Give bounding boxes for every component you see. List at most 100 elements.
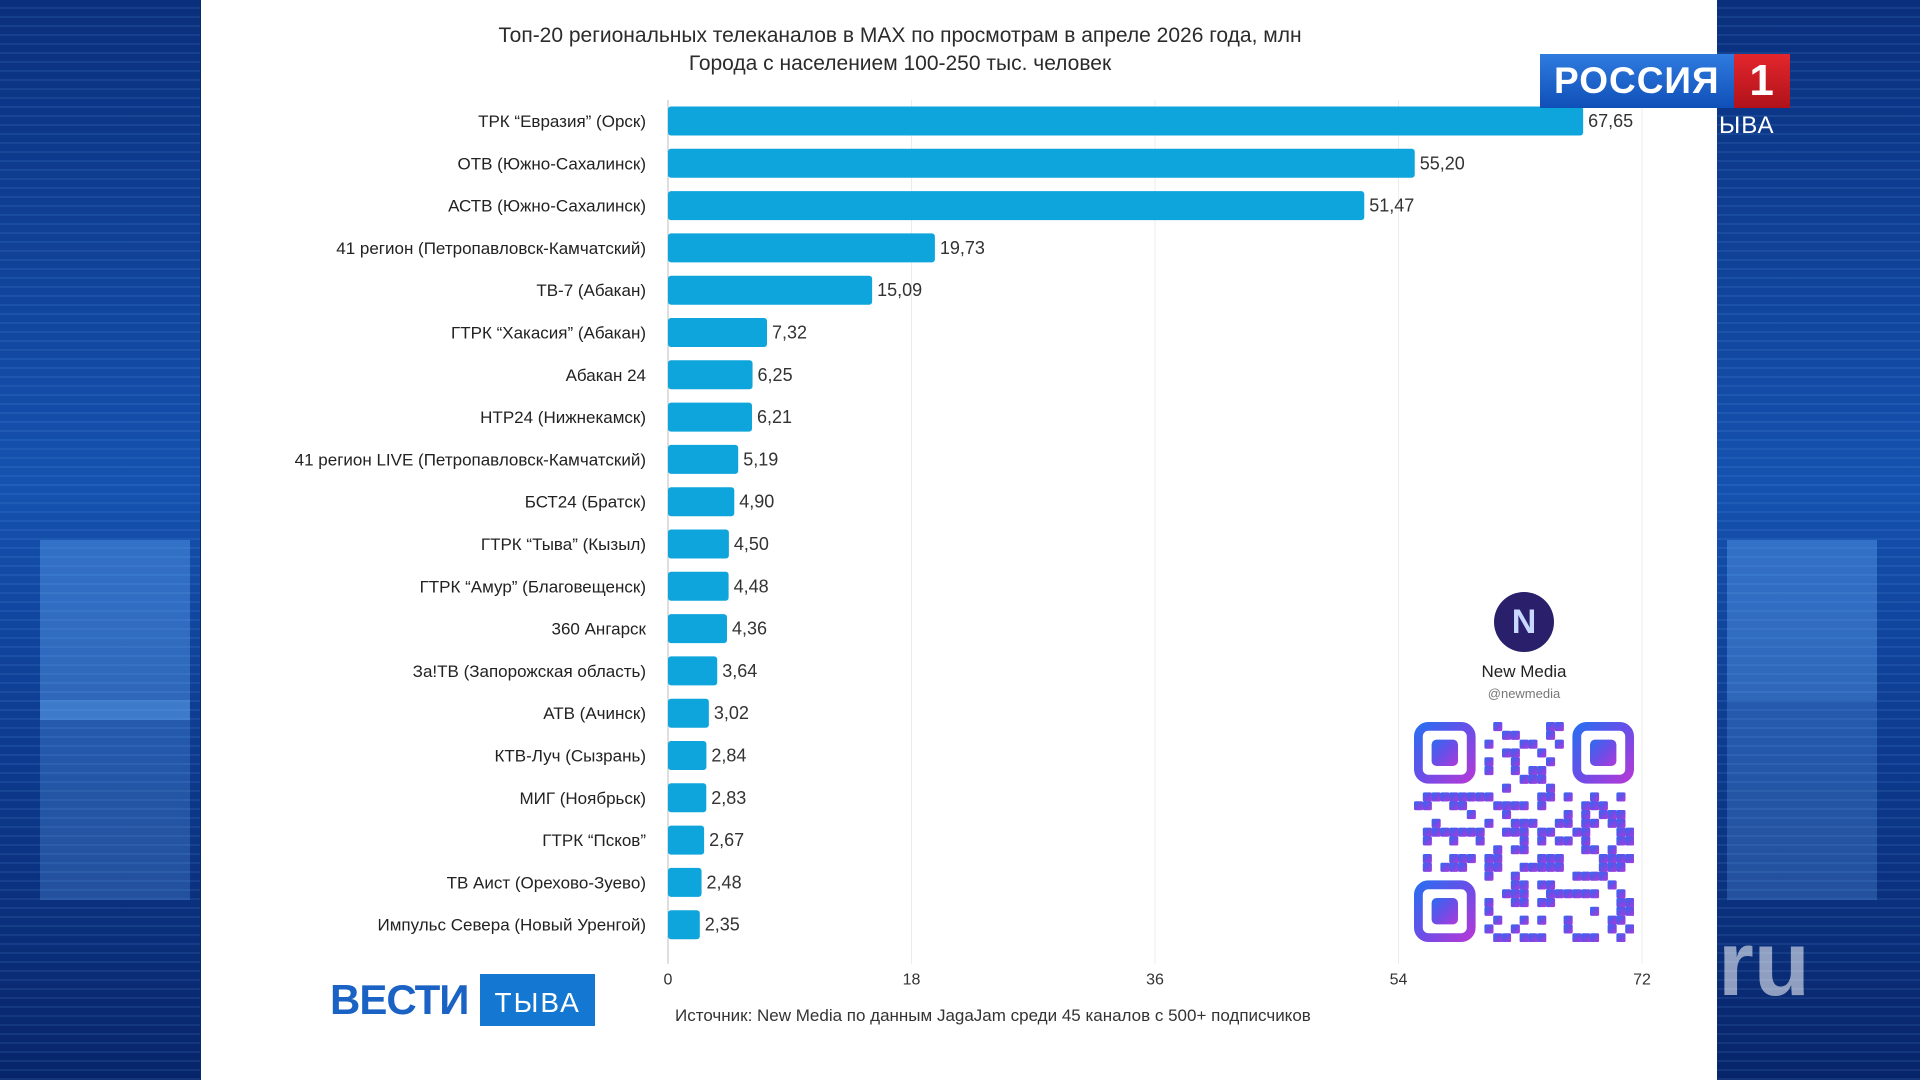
value-label: 2,83: [711, 788, 746, 808]
qr-module: [1422, 854, 1432, 864]
qr-module: [1484, 924, 1494, 934]
qr-module: [1510, 748, 1520, 758]
bar: [668, 698, 709, 728]
qr-module: [1537, 862, 1547, 872]
qr-module: [1537, 801, 1547, 811]
qr-module: [1546, 827, 1556, 837]
category-label: Абакан 24: [566, 366, 646, 385]
value-label: 3,02: [714, 703, 749, 723]
qr-module: [1519, 818, 1529, 828]
qr-module: [1616, 810, 1626, 820]
qr-module: [1581, 933, 1591, 942]
category-label: Импульс Севера (Новый Уренгой): [377, 916, 646, 935]
qr-module: [1510, 889, 1520, 899]
qr-module: [1519, 827, 1529, 837]
qr-module: [1625, 898, 1634, 908]
chart-source: Источник: New Media по данным JagaJam ср…: [675, 1006, 1311, 1025]
qr-module: [1581, 818, 1591, 828]
qr-module: [1616, 906, 1626, 916]
category-label: БСТ24 (Братск): [525, 493, 646, 512]
qr-module: [1449, 801, 1459, 811]
value-label: 6,21: [757, 407, 792, 427]
qr-module: [1607, 845, 1617, 855]
x-tick-label: 0: [664, 972, 673, 989]
qr-module: [1616, 854, 1626, 864]
qr-module: [1510, 871, 1520, 881]
category-label: ОТВ (Южно-Сахалинск): [458, 154, 646, 173]
watermark: ru: [1718, 913, 1810, 1015]
category-label: 41 регион LIVE (Петропавловск-Камчатский…: [295, 450, 646, 469]
qr-module: [1598, 801, 1608, 811]
qr-module: [1502, 801, 1512, 811]
qr-module: [1528, 933, 1538, 942]
qr-module: [1528, 739, 1538, 749]
russia1-logo: РОССИЯ 1: [1540, 54, 1790, 108]
qr-module: [1563, 836, 1573, 846]
bar: [668, 191, 1365, 221]
qr-module: [1458, 801, 1468, 811]
qr-module: [1510, 924, 1520, 934]
value-label: 4,36: [732, 619, 767, 639]
qr-module: [1546, 792, 1556, 802]
qr-module: [1537, 774, 1547, 784]
qr-module: [1616, 818, 1626, 828]
qr-finder: [1414, 722, 1476, 784]
qr-module: [1510, 818, 1520, 828]
qr-module: [1431, 818, 1441, 828]
background-panel: [40, 700, 190, 900]
qr-module: [1537, 880, 1547, 890]
qr-module: [1590, 792, 1600, 802]
qr-module: [1554, 854, 1564, 864]
value-label: 7,32: [772, 323, 807, 343]
vesti-logo-region: ТЫВА: [480, 974, 595, 1026]
bar: [668, 360, 753, 390]
qr-module: [1519, 898, 1529, 908]
qr-module: [1510, 766, 1520, 776]
bar: [668, 783, 707, 813]
qr-module: [1510, 845, 1520, 855]
qr-module: [1449, 862, 1459, 872]
category-label: ГТРК “Хакасия” (Абакан): [451, 324, 646, 343]
qr-module: [1493, 862, 1503, 872]
qr-module: [1537, 915, 1547, 925]
bar: [668, 529, 729, 559]
vesti-tyva-logo: ВЕСТИ ТЫВА: [330, 974, 595, 1026]
value-label: 3,64: [722, 661, 757, 681]
qr-module: [1581, 801, 1591, 811]
qr-module: [1598, 871, 1608, 881]
bar: [668, 656, 718, 686]
qr-module: [1554, 889, 1564, 899]
qr-module: [1607, 854, 1617, 864]
qr-module: [1484, 739, 1494, 749]
bar: [668, 318, 768, 347]
category-label: ГТРК “Псков”: [542, 831, 646, 850]
background-panel: [40, 540, 190, 720]
qr-module: [1519, 836, 1529, 846]
category-label: ТВ Аист (Орехово-Зуево): [447, 873, 646, 892]
qr-module: [1563, 915, 1573, 925]
bar: [668, 614, 727, 644]
qr-module: [1484, 854, 1494, 864]
qr-module: [1440, 862, 1450, 872]
value-label: 5,19: [743, 449, 778, 469]
qr-module: [1581, 889, 1591, 899]
qr-module: [1616, 933, 1626, 942]
qr-module: [1607, 810, 1617, 820]
qr-module: [1519, 801, 1529, 811]
qr-module: [1537, 827, 1547, 837]
qr-module: [1546, 757, 1556, 767]
category-label: АТВ (Ачинск): [543, 704, 646, 723]
category-label: ТРК “Евразия” (Орск): [478, 112, 646, 131]
qr-module: [1528, 774, 1538, 784]
qr-module: [1554, 862, 1564, 872]
russia1-logo-text: РОССИЯ: [1540, 54, 1734, 108]
qr-module: [1422, 827, 1432, 837]
qr-finder-center: [1590, 739, 1617, 766]
bar: [668, 910, 700, 940]
qr-module: [1563, 924, 1573, 934]
qr-module: [1493, 801, 1503, 811]
qr-module: [1510, 880, 1520, 890]
new-media-name: New Media: [1481, 662, 1567, 681]
bar: [668, 825, 705, 855]
qr-module: [1563, 792, 1573, 802]
